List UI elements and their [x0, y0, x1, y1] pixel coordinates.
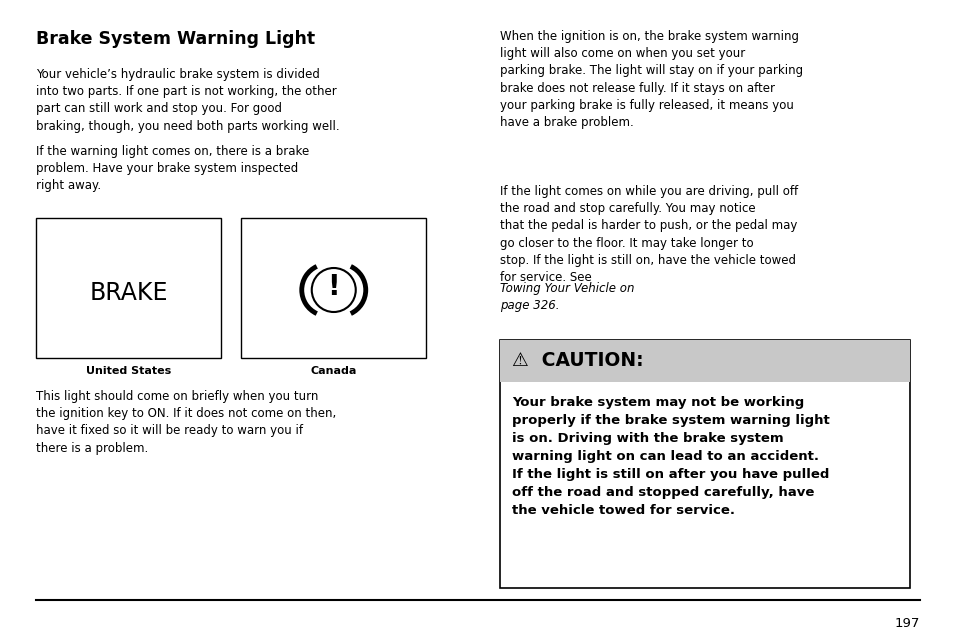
Bar	[241, 218, 426, 358]
Text: Brake System Warning Light: Brake System Warning Light	[36, 30, 315, 48]
Text: United States: United States	[86, 366, 172, 376]
Text: Your brake system may not be working
properly if the brake system warning light
: Your brake system may not be working pro…	[512, 396, 829, 517]
Text: !: !	[327, 273, 339, 301]
Text: BRAKE: BRAKE	[90, 281, 168, 305]
Text: If the warning light comes on, there is a brake
problem. Have your brake system : If the warning light comes on, there is …	[36, 145, 309, 193]
Text: Towing Your Vehicle on
page 326.: Towing Your Vehicle on page 326.	[499, 282, 634, 312]
Bar	[36, 218, 221, 358]
Bar	[499, 340, 909, 588]
Circle shape	[312, 268, 355, 312]
Text: Your vehicle’s hydraulic brake system is divided
into two parts. If one part is : Your vehicle’s hydraulic brake system is…	[36, 68, 339, 132]
Text: This light should come on briefly when you turn
the ignition key to ON. If it do: This light should come on briefly when y…	[36, 390, 336, 455]
Text: When the ignition is on, the brake system warning
light will also come on when y: When the ignition is on, the brake syste…	[499, 30, 802, 129]
Text: If the light comes on while you are driving, pull off
the road and stop carefull: If the light comes on while you are driv…	[499, 185, 797, 284]
Text: Canada: Canada	[311, 366, 356, 376]
Text: ⚠  CAUTION:: ⚠ CAUTION:	[512, 352, 643, 371]
Text: 197: 197	[894, 617, 919, 630]
Bar	[499, 340, 909, 382]
